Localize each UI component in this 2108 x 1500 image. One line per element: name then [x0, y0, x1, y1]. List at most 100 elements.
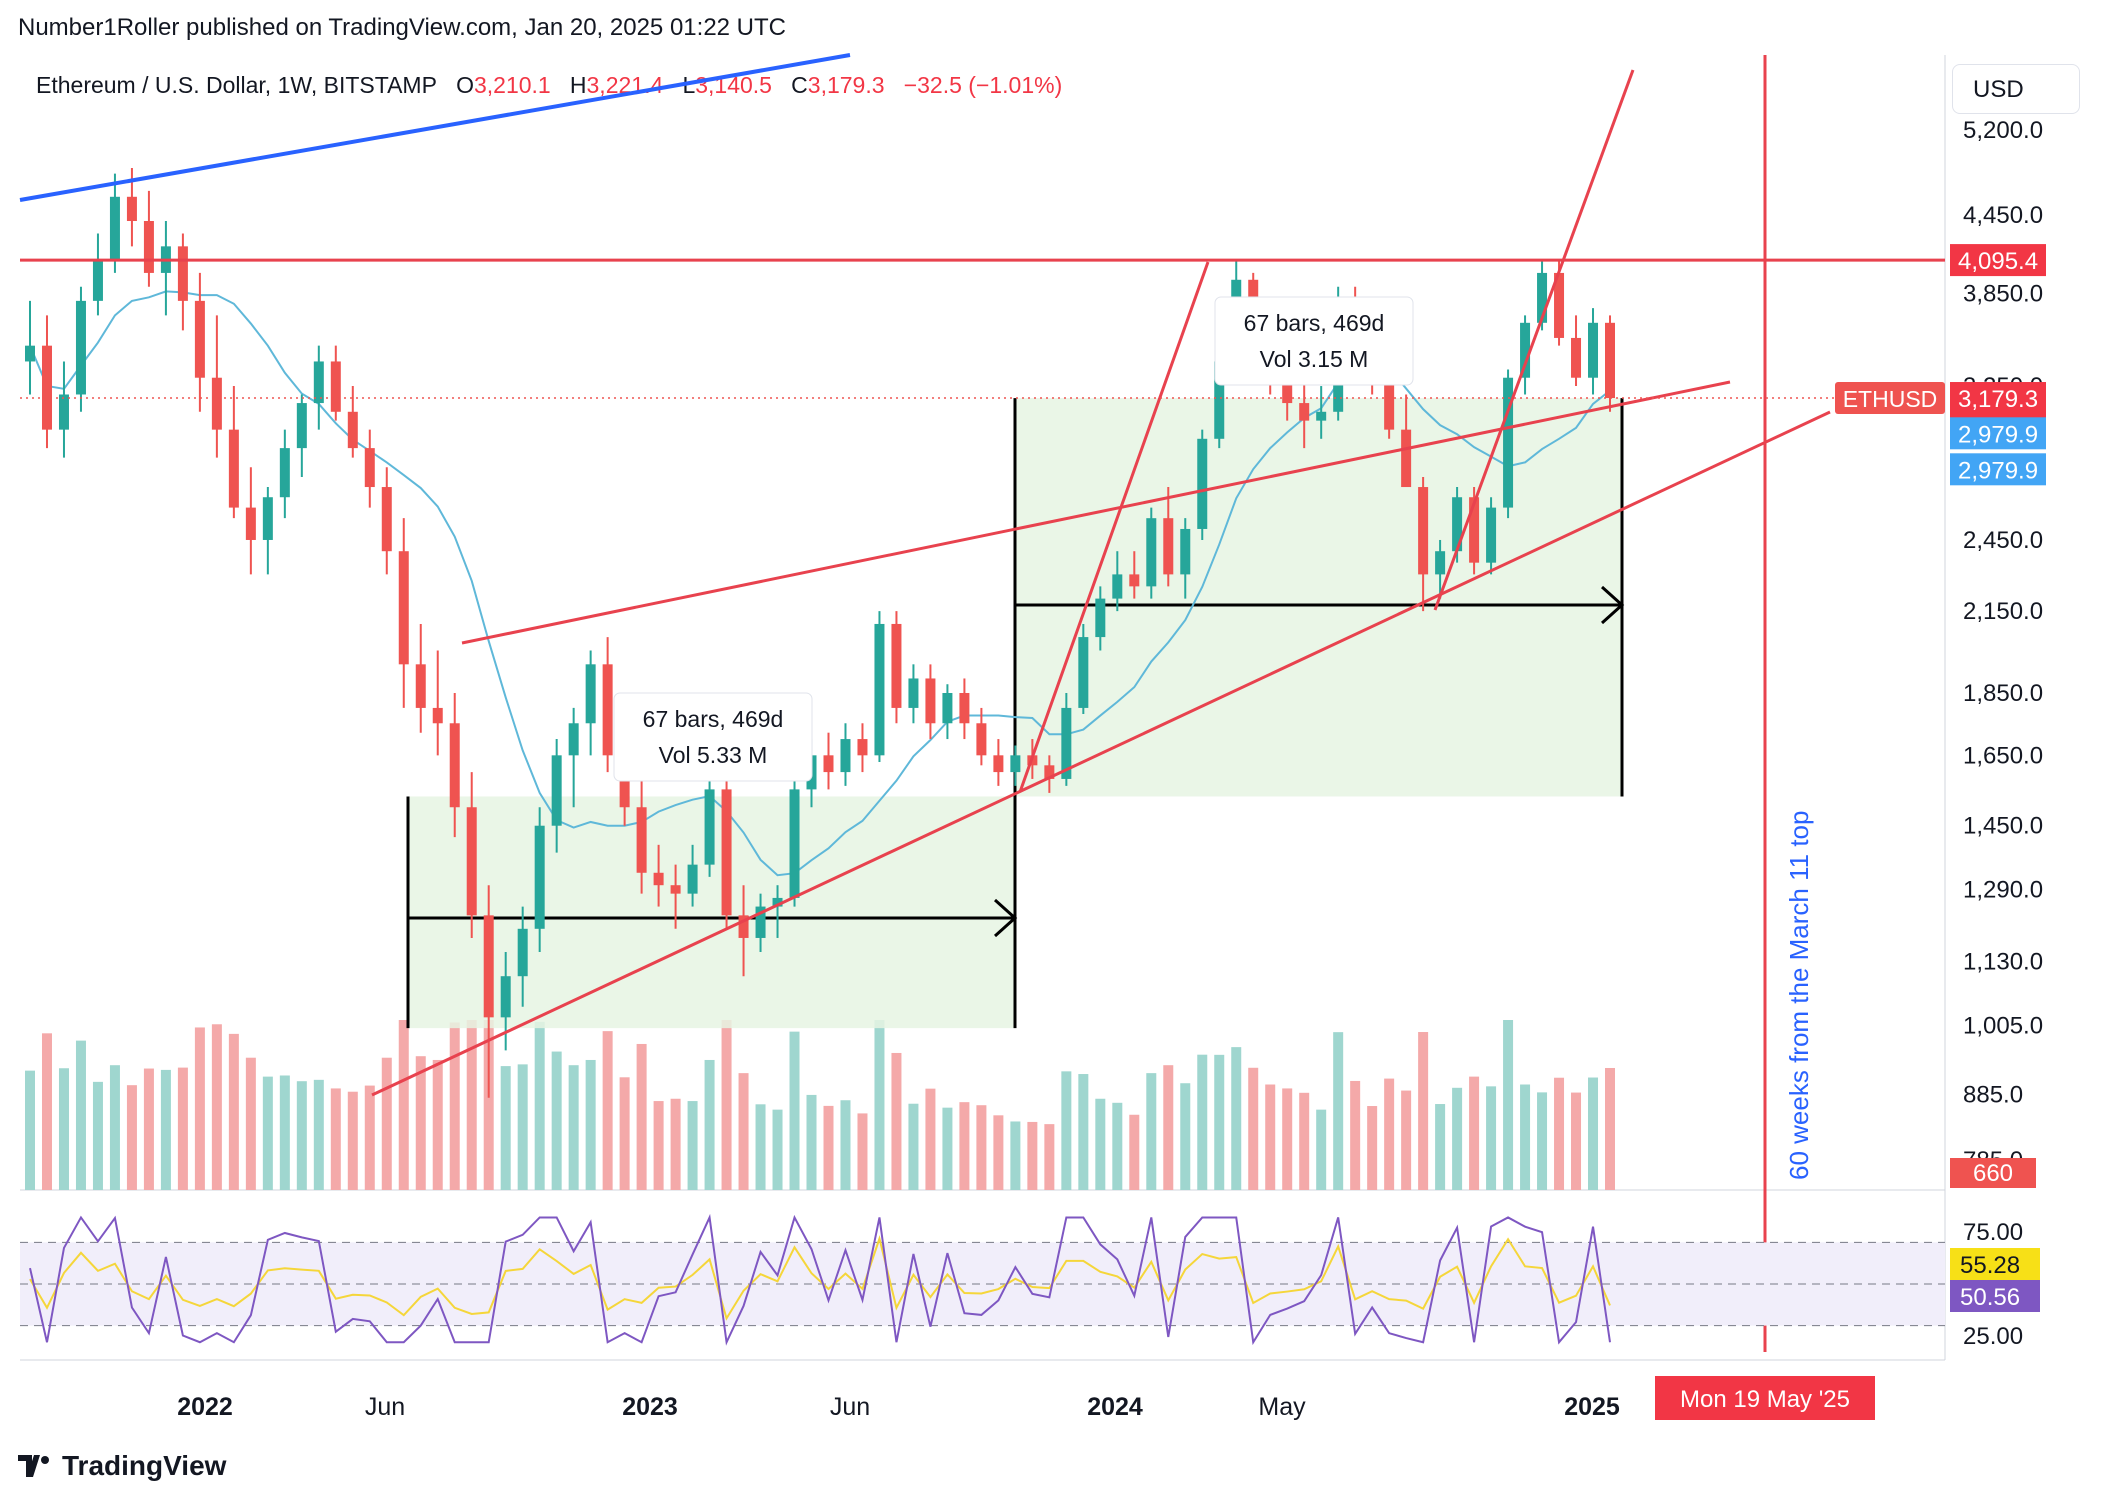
volume-bar	[602, 1031, 613, 1190]
measure-info-box	[1214, 296, 1414, 386]
candle-body	[58, 394, 69, 430]
volume-bar	[772, 1109, 783, 1190]
volume-bar	[500, 1066, 511, 1190]
volume-bar	[568, 1065, 579, 1190]
candle-body	[415, 664, 426, 708]
volume-bar	[670, 1098, 681, 1190]
volume-bar	[1112, 1102, 1123, 1190]
candle-body	[245, 507, 256, 540]
candle-body	[1078, 637, 1089, 708]
lower-trendline	[371, 410, 1831, 1097]
candle-body	[313, 361, 324, 404]
candle-body	[1435, 551, 1446, 575]
volume-bar	[1350, 1080, 1361, 1190]
candle-body	[755, 906, 766, 938]
candle-body	[1129, 574, 1140, 587]
price-tick-label: 885.0	[1963, 1082, 2023, 1109]
volume-bar	[942, 1107, 953, 1190]
candle-body	[1214, 361, 1225, 439]
candle-body	[1316, 411, 1327, 421]
price-axis-label-text: 2,979.9	[1958, 457, 2038, 484]
high-label: H	[569, 72, 587, 98]
volume-bar	[262, 1076, 273, 1190]
volume-bar	[92, 1081, 103, 1190]
ethusd-tag-text: ETHUSD	[1843, 386, 1938, 412]
price-tick-label: 1,650.0	[1963, 742, 2043, 769]
blue-trendline	[19, 53, 851, 202]
candle-body	[789, 789, 800, 898]
candle-body	[738, 915, 749, 938]
candle-body	[925, 678, 936, 724]
volume-bar	[296, 1081, 307, 1190]
candle-body	[1503, 377, 1514, 508]
tradingview-logo[interactable]: TradingView	[18, 1450, 226, 1482]
volume-bar	[1588, 1077, 1599, 1190]
candle-body	[41, 345, 52, 430]
candle-body	[1401, 429, 1412, 488]
volume-bar	[551, 1051, 562, 1190]
time-tick-label: May	[1258, 1393, 1306, 1421]
axis-layer: 5,200.04,450.03,850.03,250.02,450.02,150…	[177, 117, 2043, 1421]
price-axis-label-text: 2,979.9	[1958, 421, 2038, 448]
volume-bar	[1180, 1083, 1191, 1190]
volume-bar	[1503, 1020, 1514, 1190]
volume-bar	[1044, 1124, 1055, 1190]
candle-body	[1571, 337, 1582, 378]
candle-body	[1197, 438, 1208, 529]
measure-arrow-head	[1600, 585, 1625, 625]
volume-bar	[1248, 1067, 1259, 1190]
candle-body	[534, 825, 545, 929]
volume-bar	[1265, 1084, 1276, 1190]
volume-bar	[823, 1105, 834, 1190]
volume-bar	[160, 1069, 171, 1190]
volume-bar	[704, 1059, 715, 1190]
price-tick-label: 2,150.0	[1963, 598, 2043, 625]
candle-body	[1486, 507, 1497, 563]
trendline-layer	[19, 53, 1945, 1352]
vertical-note: 60 weeks from the March 11 top	[1784, 811, 1814, 1180]
volume-bar	[1282, 1088, 1293, 1190]
price-axis-label	[1950, 244, 2046, 277]
time-tick-label: 2022	[177, 1393, 233, 1421]
candle-body	[653, 872, 664, 886]
price-tick-label: 4,450.0	[1963, 202, 2043, 229]
candle-body	[1605, 322, 1615, 399]
volume-bar	[347, 1091, 358, 1190]
candle-body	[449, 723, 460, 808]
price-tick-label: 5,200.0	[1963, 117, 2043, 144]
measure-info-volume: Vol 5.33 M	[659, 742, 768, 768]
candle-body	[211, 377, 222, 430]
symbol-legend: Ethereum / U.S. Dollar, 1W, BITSTAMP O3,…	[36, 72, 1062, 99]
candle-body	[568, 723, 579, 756]
volume-bar	[25, 1070, 35, 1190]
volume-label	[1950, 1158, 2036, 1188]
rsi-value-label	[1950, 1280, 2040, 1312]
price-tick-label: 3,850.0	[1963, 281, 2043, 308]
symbol-name: Ethereum / U.S. Dollar, 1W, BITSTAMP	[36, 72, 437, 98]
candle-body	[347, 411, 358, 449]
candle-body	[126, 196, 137, 222]
candle-body	[330, 361, 341, 412]
candle-body	[670, 885, 681, 894]
volume-bar	[1418, 1032, 1429, 1190]
price-axis-label	[1950, 417, 2046, 450]
candle-body	[993, 755, 1004, 773]
candle-body	[959, 692, 970, 724]
price-axis-label-text: 3,179.3	[1958, 386, 2038, 413]
open-label: O	[456, 72, 474, 98]
candle-body	[636, 807, 647, 873]
currency-button[interactable]: USD	[1952, 64, 2080, 114]
volume-bar	[1537, 1092, 1548, 1190]
volume-bar	[1401, 1090, 1412, 1190]
volume-bar	[653, 1101, 664, 1190]
volume-bar	[415, 1056, 426, 1190]
open-value: 3,210.1	[473, 72, 551, 98]
volume-bar	[126, 1085, 137, 1190]
volume-bar	[874, 1020, 885, 1190]
candle-body	[908, 678, 919, 708]
time-tick-label: 2023	[622, 1393, 678, 1421]
candle-body	[398, 551, 409, 665]
volume-bar	[143, 1068, 154, 1190]
price-tick-label: 1,290.0	[1963, 876, 2043, 903]
